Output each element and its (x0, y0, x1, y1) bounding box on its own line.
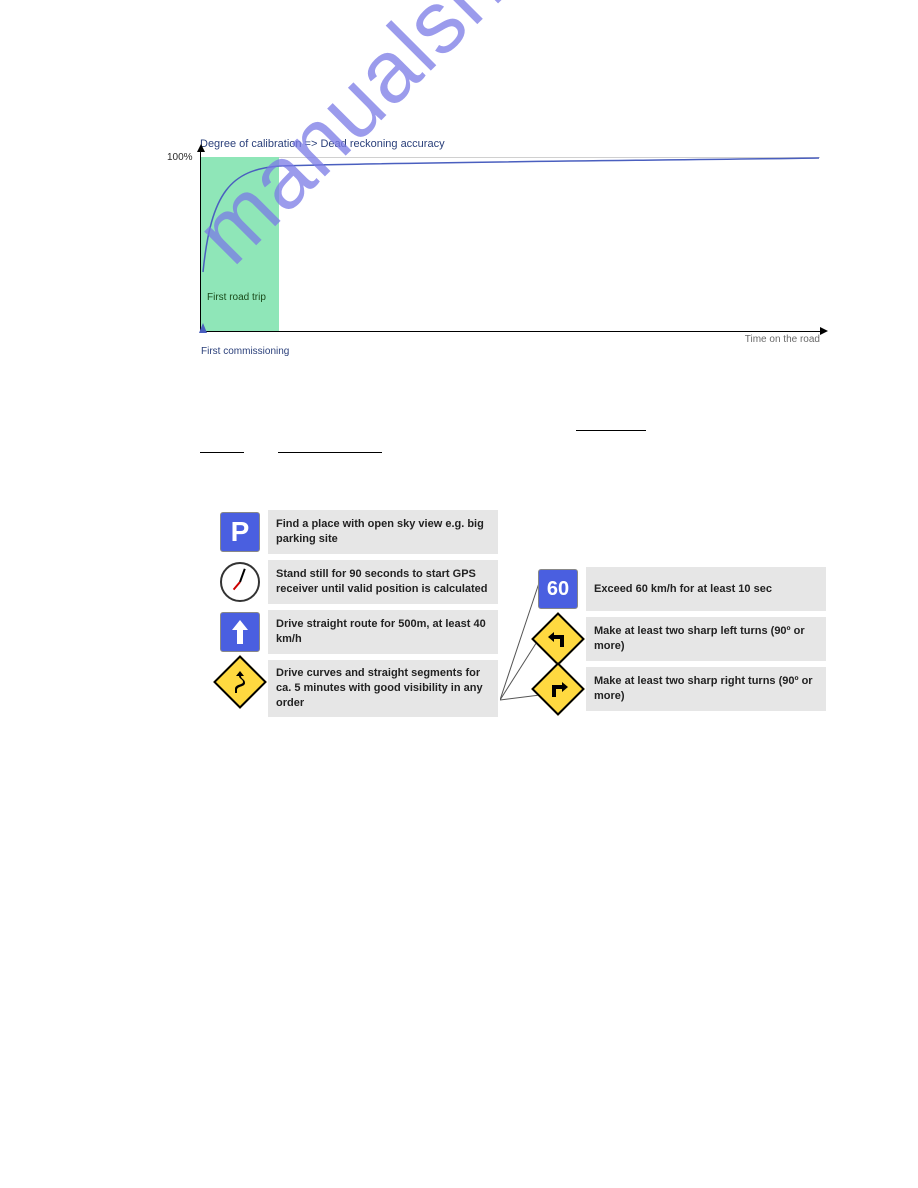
chart-title: Degree of calibration => Dead reckoning … (200, 138, 820, 150)
y-axis-100-label: 100% (167, 152, 193, 163)
speed-60-sign-icon: 60 (536, 567, 580, 611)
step-row: 60 Exceed 60 km/h for at least 10 sec (536, 567, 826, 611)
step-description: Drive curves and straight segments for c… (268, 660, 498, 717)
x-axis-arrow-icon (820, 327, 828, 335)
step-row: Stand still for 90 seconds to start GPS … (218, 560, 498, 604)
text-underline (278, 452, 382, 453)
parking-sign-icon: P (218, 510, 262, 554)
step-description: Find a place with open sky view e.g. big… (268, 510, 498, 554)
text-underline (576, 430, 646, 431)
curve-path (203, 158, 819, 272)
straight-arrow-sign-icon (218, 610, 262, 654)
first-commissioning-marker-icon (199, 323, 207, 333)
chart-plot-area: 100% First road trip First commissioning… (200, 152, 820, 332)
calibration-chart: Degree of calibration => Dead reckoning … (200, 138, 820, 332)
step-row: P Find a place with open sky view e.g. b… (218, 510, 498, 554)
step-description: Make at least two sharp left turns (90º … (586, 617, 826, 661)
step-row: Make at least two sharp right turns (90º… (536, 667, 826, 711)
y-axis-arrow-icon (197, 144, 205, 152)
winding-road-sign-icon (218, 660, 262, 704)
step-description: Stand still for 90 seconds to start GPS … (268, 560, 498, 604)
step-description: Make at least two sharp right turns (90º… (586, 667, 826, 711)
text-underline (200, 452, 244, 453)
x-axis-left-label: First commissioning (201, 346, 289, 357)
calibration-steps-right: 60 Exceed 60 km/h for at least 10 sec Ma… (536, 567, 826, 717)
step-description: Drive straight route for 500m, at least … (268, 610, 498, 654)
step-row: Make at least two sharp left turns (90º … (536, 617, 826, 661)
right-turn-sign-icon (536, 667, 580, 711)
left-turn-sign-icon (536, 617, 580, 661)
step-description: Exceed 60 km/h for at least 10 sec (586, 567, 826, 611)
clock-icon (218, 560, 262, 604)
calibration-steps-left: P Find a place with open sky view e.g. b… (218, 510, 498, 723)
calibration-curve (201, 152, 821, 332)
step-row: Drive straight route for 500m, at least … (218, 610, 498, 654)
step-row: Drive curves and straight segments for c… (218, 660, 498, 717)
x-axis-right-label: Time on the road (745, 334, 820, 345)
